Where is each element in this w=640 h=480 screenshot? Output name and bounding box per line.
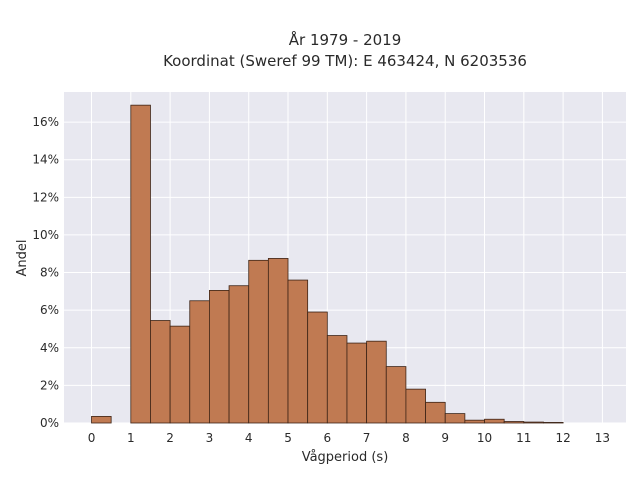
histogram-bar [267, 258, 289, 424]
histogram-bar [385, 366, 407, 424]
y-tick-label: 6% [40, 303, 59, 317]
y-tick-label: 16% [32, 115, 59, 129]
x-tick-label: 5 [284, 431, 292, 445]
histogram-bar [130, 104, 151, 424]
y-tick-label: 0% [40, 416, 59, 430]
x-tick-label: 8 [402, 431, 410, 445]
histogram-bar [484, 418, 505, 424]
y-tick-label: 12% [32, 190, 59, 204]
x-tick-label: 3 [206, 431, 214, 445]
x-axis-ticks: 0 1 2 3 4 5 6 7 8 9 10 11 12 13 [88, 431, 610, 445]
x-tick-label: 9 [441, 431, 449, 445]
histogram-bar [248, 259, 269, 424]
y-axis-label: Andel [15, 240, 30, 277]
histogram-bar [209, 290, 230, 424]
x-axis-label: Vågperiod (s) [302, 450, 389, 465]
histogram-bar [287, 279, 309, 424]
histogram-bar [425, 401, 446, 424]
x-tick-label: 4 [245, 431, 253, 445]
histogram-bar [346, 342, 368, 424]
histogram-bar [326, 335, 348, 424]
histogram-bar [228, 285, 250, 424]
x-tick-label: 11 [516, 431, 531, 445]
histogram-bar [503, 421, 525, 424]
histogram-bar [91, 416, 112, 424]
histogram-bar [189, 300, 210, 424]
histogram-bar [366, 340, 387, 424]
chart-title-line2: Koordinat (Sweref 99 TM): E 463424, N 62… [163, 52, 527, 70]
bars [91, 104, 564, 424]
chart-title-line1: År 1979 - 2019 [289, 30, 402, 49]
histogram-bar [464, 419, 485, 424]
histogram-bar [523, 421, 544, 424]
histogram-bar [405, 388, 426, 424]
x-tick-label: 12 [555, 431, 570, 445]
x-tick-label: 10 [477, 431, 492, 445]
y-tick-label: 14% [32, 153, 59, 167]
y-tick-label: 4% [40, 341, 59, 355]
x-tick-label: 0 [88, 431, 96, 445]
y-axis-ticks: 0% 2% 4% 6% 8% 10% 12% 14% 16% [32, 115, 59, 430]
x-tick-label: 6 [323, 431, 331, 445]
x-tick-label: 7 [363, 431, 371, 445]
x-tick-label: 13 [595, 431, 610, 445]
y-tick-label: 10% [32, 228, 59, 242]
x-tick-label: 2 [166, 431, 174, 445]
y-tick-label: 2% [40, 378, 59, 392]
histogram-bar [543, 422, 564, 424]
histogram-bar [150, 320, 171, 424]
histogram-bar [169, 325, 191, 424]
histogram-bar [307, 311, 328, 424]
histogram-bar [444, 413, 466, 424]
y-tick-label: 8% [40, 266, 59, 280]
x-tick-label: 1 [127, 431, 135, 445]
